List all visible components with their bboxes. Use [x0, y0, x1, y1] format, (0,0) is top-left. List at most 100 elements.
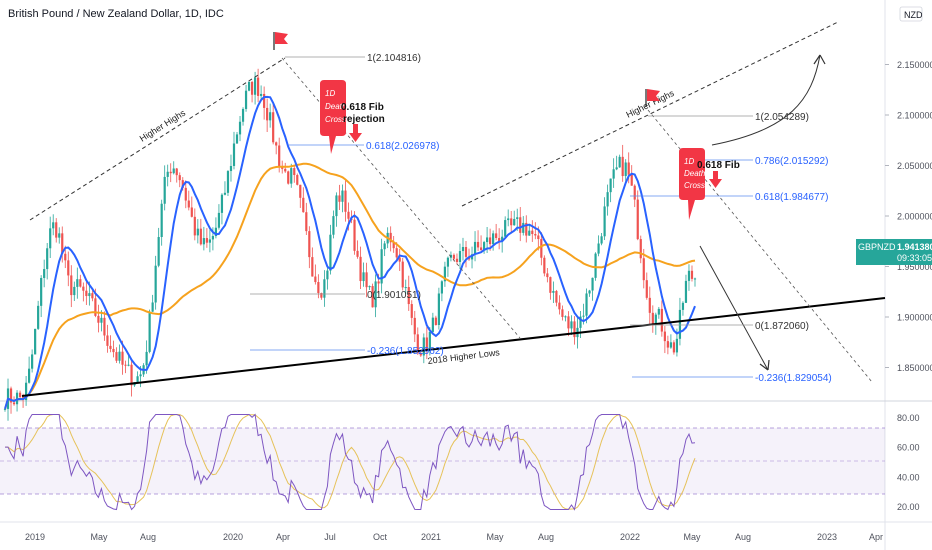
candle: [440, 280, 443, 302]
candle: [356, 240, 359, 259]
rsi-tick-label: 40.00: [897, 472, 920, 482]
candle: [615, 155, 618, 171]
candle: [332, 210, 335, 239]
death-cross-left-callout: 1D Death Cross: [320, 80, 347, 154]
rsi-tick-label: 60.00: [897, 443, 920, 453]
time-tick-label: 2020: [223, 532, 243, 542]
candle: [205, 228, 208, 248]
candle: [290, 163, 293, 188]
candle: [263, 86, 266, 120]
candle: [97, 304, 100, 333]
candle: [434, 315, 437, 326]
rsi-axis-ticks: 80.00 60.00 40.00 20.00: [897, 413, 920, 512]
candle: [67, 251, 70, 287]
candle: [148, 309, 151, 354]
candle: [410, 300, 413, 326]
candle: [115, 347, 118, 364]
candle: [151, 294, 154, 312]
rsi-tick-label: 80.00: [897, 413, 920, 423]
candle: [341, 184, 344, 213]
candle: [458, 243, 462, 269]
candle: [461, 237, 465, 261]
rsi-tick-label: 20.00: [897, 502, 920, 512]
candle: [160, 199, 163, 246]
svg-text:1D: 1D: [325, 89, 335, 98]
candle: [464, 241, 468, 268]
fib-left-1-label: 1(2.104816): [367, 53, 421, 64]
candle: [525, 215, 528, 243]
price-tick-label: 2.100000: [897, 111, 932, 121]
candle: [187, 190, 190, 211]
candle: [121, 340, 124, 375]
candle: [247, 81, 251, 92]
candle: [404, 279, 407, 295]
candle: [326, 267, 329, 290]
candle: [241, 107, 245, 126]
time-tick-label: 2019: [25, 532, 45, 542]
fib-right-0-label: 0(1.872060): [755, 321, 809, 332]
candle: [43, 259, 46, 288]
chart-title: British Pound / New Zealand Dollar, 1D, …: [8, 8, 224, 20]
candle: [498, 228, 501, 250]
candle: [407, 275, 410, 311]
candle: [49, 216, 52, 258]
currency-label: NZD: [904, 10, 923, 20]
candle: [266, 98, 269, 133]
candle: [383, 240, 386, 257]
candle: [612, 158, 615, 188]
candle: [359, 246, 362, 290]
candle: [482, 240, 486, 254]
candle: [34, 328, 37, 355]
time-tick-label: Aug: [140, 532, 156, 542]
price-tick-label: 2.050000: [897, 161, 932, 171]
candle: [446, 256, 450, 277]
candle: [202, 226, 205, 251]
candle: [37, 300, 40, 330]
candle: [314, 264, 317, 285]
candle: [257, 68, 260, 103]
candle: [91, 290, 94, 302]
candle: [570, 315, 573, 336]
candle: [380, 238, 383, 294]
candle: [244, 84, 248, 112]
candle: [70, 265, 73, 308]
candle: [154, 255, 157, 310]
candle: [549, 276, 552, 300]
candle: [112, 340, 115, 358]
candle: [85, 282, 88, 305]
time-tick-label: 2022: [620, 532, 640, 542]
svg-text:Death: Death: [684, 169, 706, 178]
candle: [603, 197, 606, 241]
candle: [507, 209, 510, 227]
candle: [299, 184, 302, 208]
candle: [639, 235, 642, 264]
svg-text:Cross: Cross: [325, 115, 346, 124]
candle: [169, 163, 172, 183]
candle: [455, 253, 459, 265]
candle: [73, 281, 76, 301]
time-tick-label: Apr: [869, 532, 883, 542]
candle: [558, 295, 561, 315]
candle: [519, 207, 522, 242]
bounce-arrow-curve: [711, 54, 821, 146]
candle: [479, 235, 483, 251]
candle: [473, 231, 477, 262]
fib-right-m0236-label: -0.236(1.829054): [755, 373, 832, 384]
candle: [398, 248, 401, 271]
candle: [687, 264, 691, 291]
candle: [534, 222, 537, 240]
candle: [338, 184, 341, 210]
price-axis-ticks: 2.150000 2.100000 2.050000 2.000000 1.950000…: [885, 60, 932, 373]
candle: [329, 224, 332, 275]
candle: [645, 272, 648, 300]
candle: [630, 165, 633, 186]
candle: [413, 310, 416, 343]
candle: [103, 311, 106, 341]
candle: [269, 103, 272, 128]
candle: [657, 306, 660, 319]
candle: [368, 285, 371, 290]
price-tick-label: 1.950000: [897, 262, 932, 272]
projection-arrow-head: [759, 359, 770, 371]
fib-rejection-label-line1: 0.618 Fib: [341, 102, 384, 113]
